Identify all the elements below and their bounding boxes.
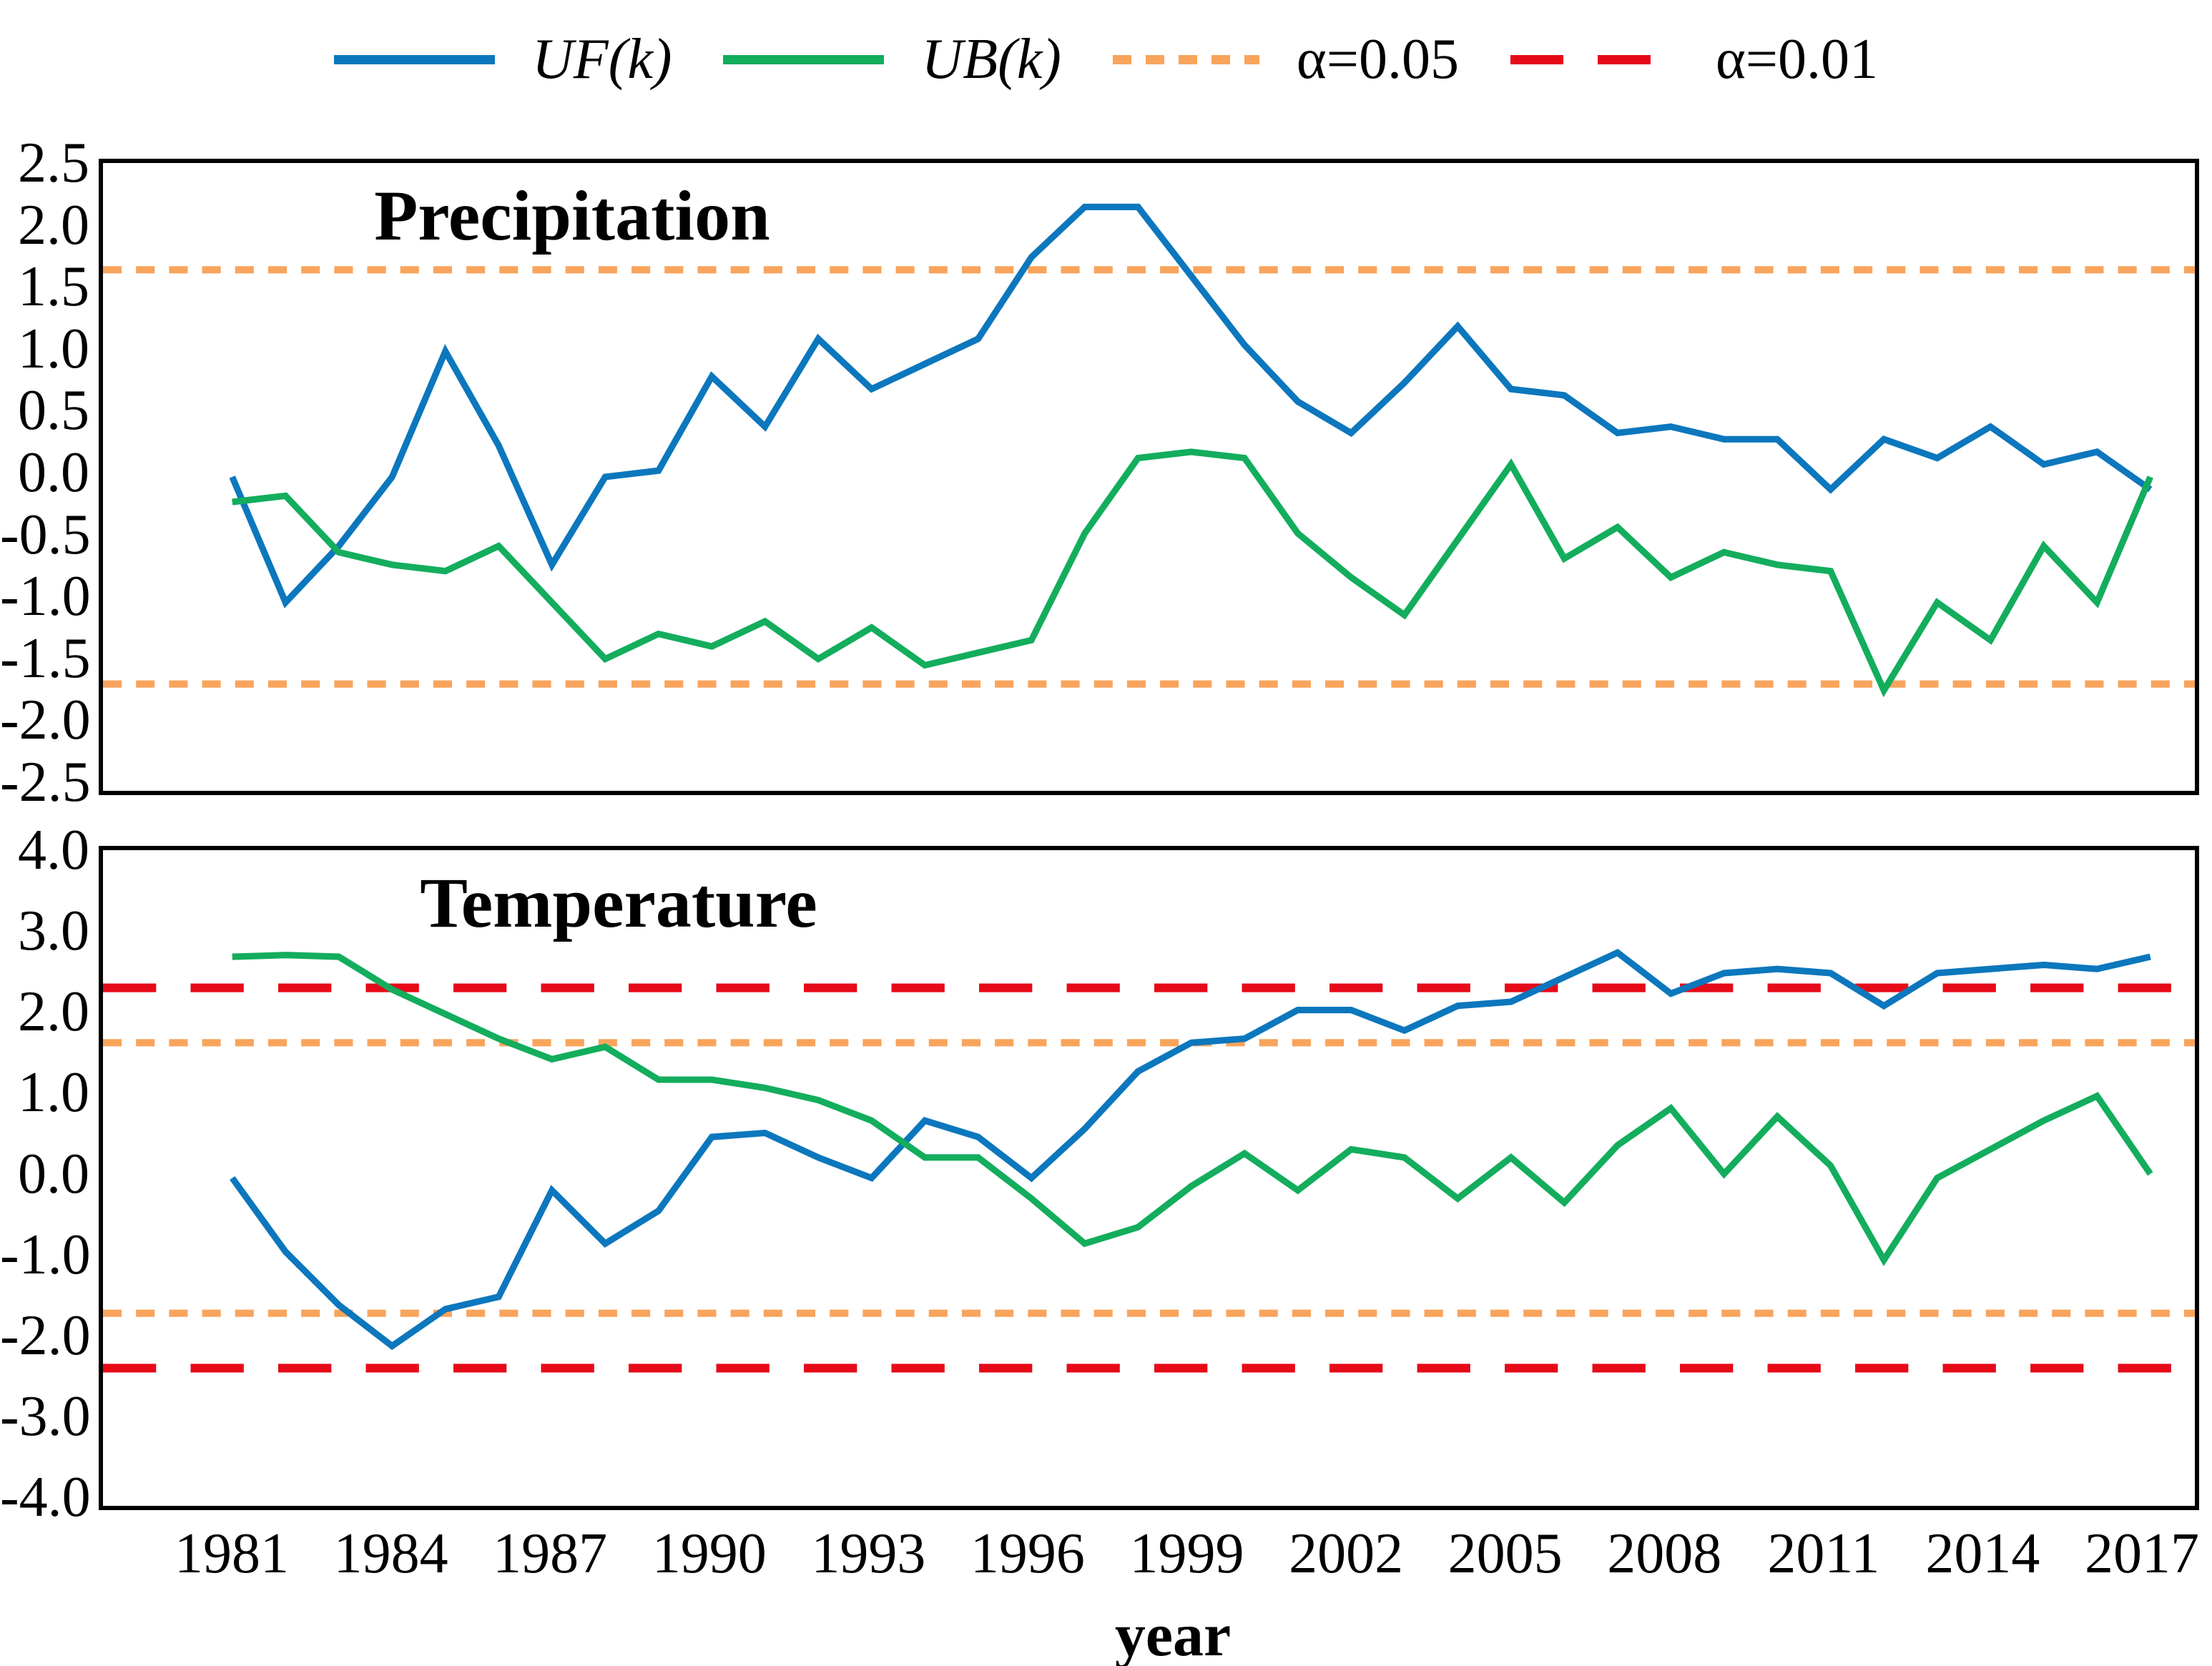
y-tick-label: 0.0 [18,441,89,504]
y-tick-label: -2.0 [0,689,91,752]
legend-label-alpha001: α=0.01 [1715,28,1878,91]
y-tick-label: 0.0 [18,1142,89,1206]
x-tick-label: 1999 [1129,1522,1244,1585]
temperature-chart-svg [103,948,2195,1373]
x-tick-label: 1984 [333,1522,448,1585]
alpha001-line-sample-icon [1510,54,1678,64]
chart-legend: UF(k) UB(k) α=0.05 α=0.01 [0,20,2212,99]
precipitation-plot-area [99,159,2199,795]
y-tick-label: -2.0 [0,1303,91,1367]
y-tick-label: -3.0 [0,1384,91,1448]
y-tick-label: 3.0 [18,899,89,963]
y-tick-label: -2.5 [0,751,91,814]
y-tick-label: -1.5 [0,626,91,690]
legend-label-ubk: UB(k) [921,28,1061,91]
series-line-UB(k) [232,952,2153,1266]
y-tick-label: -1.0 [0,1223,91,1286]
legend-item-ubk: UB(k) [723,31,1061,88]
y-tick-label: 1.0 [18,317,89,380]
ubk-line-sample-icon [723,54,885,64]
series-line-UB(k) [232,448,2153,698]
x-tick-label: 1990 [652,1522,767,1585]
y-tick-label: -0.5 [0,503,91,566]
x-tick-label: 1981 [174,1522,289,1585]
ufk-line-sample-icon [334,54,496,64]
y-tick-label: 1.5 [18,255,89,319]
legend-item-alpha001: α=0.01 [1510,31,1878,88]
x-tick-label: 2014 [1925,1522,2040,1585]
legend-label-alpha005: α=0.05 [1296,28,1459,91]
x-tick-label: 2011 [1767,1522,1880,1585]
x-tick-label: 1996 [970,1522,1085,1585]
x-tick-label: 2008 [1607,1522,1722,1585]
series-line-UF(k) [229,203,2153,608]
y-tick-label: 2.0 [18,980,89,1044]
precipitation-chart-title: Precipitation [374,176,770,255]
series-line-UF(k) [230,948,2151,1351]
x-axis-title: year [1114,1600,1232,1666]
temperature-chart-title: Temperature [420,863,817,942]
x-tick-label: 1987 [493,1522,608,1585]
x-tick-label: 2002 [1289,1522,1404,1585]
y-tick-label: 2.5 [18,132,89,194]
temperature-plot-area [99,846,2199,1510]
y-tick-label: 2.0 [18,193,89,257]
precipitation-chart-svg [103,203,2195,698]
y-tick-label: -4.0 [0,1466,91,1529]
legend-label-ufk: UF(k) [532,28,672,91]
y-tick-label: 0.5 [18,379,89,443]
y-tick-label: 4.0 [18,819,89,882]
x-tick-label: 1993 [811,1522,926,1585]
x-tick-label: 2005 [1447,1522,1563,1585]
legend-item-alpha005: α=0.05 [1112,28,1459,91]
y-tick-label: -1.0 [0,565,91,629]
y-tick-label: 1.0 [18,1061,89,1125]
legend-item-ufk: UF(k) [334,31,672,88]
alpha005-line-sample-icon [1112,54,1259,64]
x-tick-label: 2017 [2085,1522,2199,1585]
